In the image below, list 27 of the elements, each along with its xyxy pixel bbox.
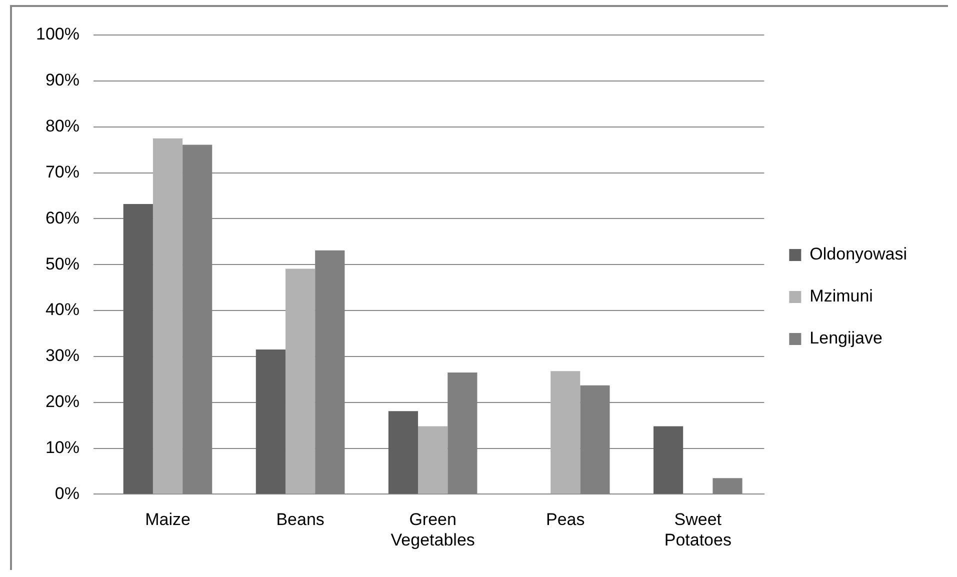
y-tick-label: 80% [45,116,80,136]
bar [654,426,684,494]
bar [123,204,153,494]
legend-label: Mzimuni [810,286,873,306]
x-tick-label: Sweet Potatoes [664,510,732,550]
y-tick-label: 90% [45,70,80,90]
bar [256,350,286,494]
y-tick-label: 40% [45,300,80,320]
y-tick-label: 100% [36,24,80,44]
bar [388,411,418,494]
x-tick-label: Green Vegetables [390,510,475,550]
y-tick-label: 70% [45,162,80,182]
y-tick-label: 50% [45,254,80,274]
y-tick-label: 0% [54,484,80,503]
legend-label: Lengijave [810,328,882,348]
y-tick-label: 20% [45,392,80,412]
x-tick-label: Beans [276,510,324,530]
y-tick-label: 10% [45,438,80,457]
bar [550,371,580,494]
y-tick-label: 60% [45,208,80,228]
bar [418,426,448,494]
legend-label: Oldonyowasi [810,244,907,264]
bar [285,268,316,494]
x-tick-label: Maize [145,510,190,530]
bar [152,138,183,494]
x-tick-label: Peas [546,510,585,530]
y-tick-label: 30% [45,346,80,366]
